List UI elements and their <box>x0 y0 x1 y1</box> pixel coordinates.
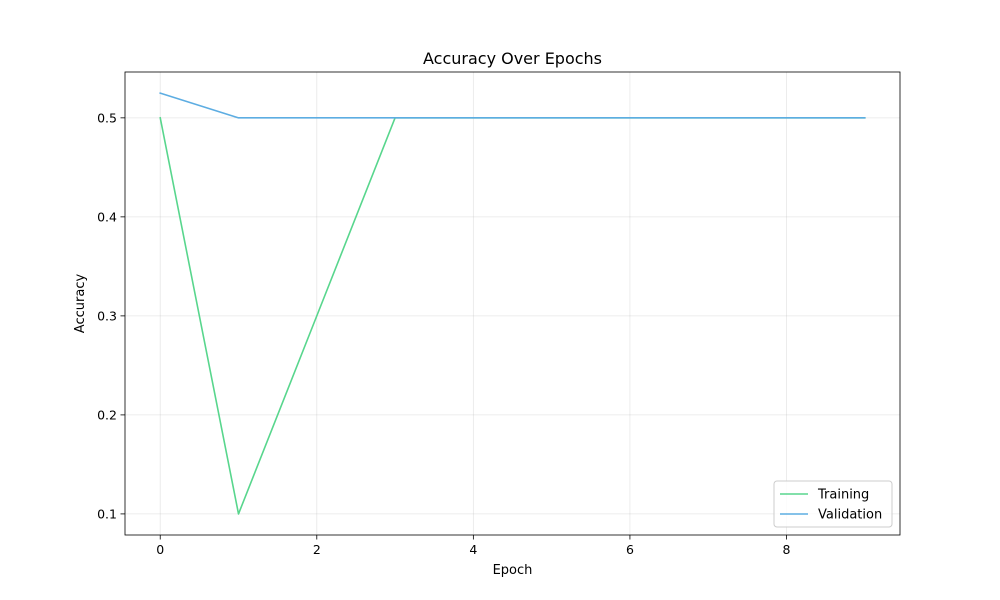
chart-title: Accuracy Over Epochs <box>423 49 602 68</box>
x-tick-label: 0 <box>156 542 164 557</box>
y-axis-ticks: 0.1 0.2 0.3 0.4 0.5 <box>97 110 125 521</box>
legend-label-training: Training <box>817 488 869 503</box>
legend-box <box>773 480 893 528</box>
y-tick-label: 0.2 <box>97 407 117 422</box>
x-tick-label: 4 <box>469 542 477 557</box>
x-axis-label: Epoch <box>493 563 533 578</box>
x-tick-label: 8 <box>783 542 791 557</box>
series-lines <box>159 92 866 515</box>
legend-label-validation: Validation <box>818 508 882 523</box>
plot-area-frame <box>124 71 901 536</box>
x-tick-label: 6 <box>626 542 634 557</box>
x-tick-label: 2 <box>313 542 321 557</box>
y-tick-label: 0.3 <box>97 308 117 323</box>
x-axis-ticks: 0 2 4 6 8 <box>156 535 791 557</box>
legend: Training Validation <box>773 480 893 528</box>
series-line-validation <box>159 92 866 119</box>
y-tick-label: 0.4 <box>97 209 117 224</box>
y-tick-label: 0.5 <box>97 110 117 125</box>
y-axis-label: Accuracy <box>73 274 88 334</box>
y-tick-label: 0.1 <box>97 506 117 521</box>
